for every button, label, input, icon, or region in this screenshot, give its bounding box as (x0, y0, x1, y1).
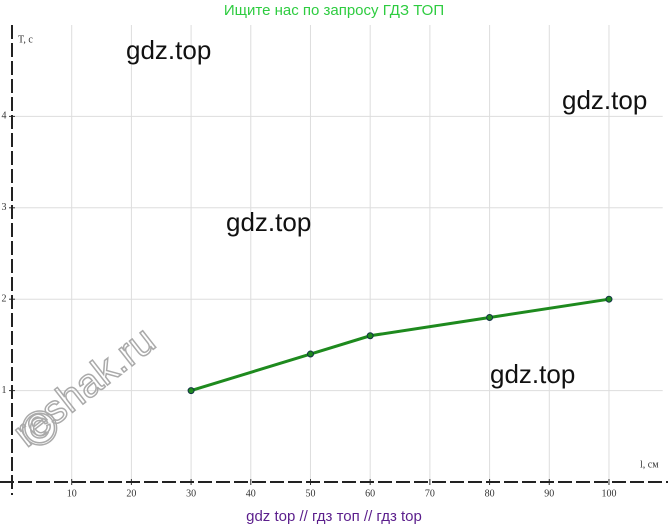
point (366, 332, 374, 340)
header: Ищите нас по запросу ГДЗ ТОП (224, 2, 444, 19)
x-tick-label: 70 (425, 488, 435, 499)
y-axis-label: T, с (18, 34, 33, 45)
y-tick-label: 1 (2, 385, 7, 396)
point (486, 313, 494, 321)
footer: gdz top // гдз топ // гдз top (246, 508, 422, 525)
watermark: gdz.top (490, 359, 575, 389)
x-tick-label: 80 (485, 488, 495, 499)
watermark: © (22, 403, 57, 456)
y-tick-label: 2 (2, 293, 7, 304)
x-tick-label: 100 (601, 488, 616, 499)
plot (187, 295, 613, 395)
x-tick-label: 90 (544, 488, 554, 499)
point (605, 295, 613, 303)
y-tick-label: 4 (2, 111, 7, 122)
watermark: gdz.top (226, 207, 311, 237)
x-tick-label: 10 (67, 488, 77, 499)
y-tick-label: 3 (2, 202, 7, 213)
watermark: gdz.top (562, 85, 647, 115)
x-tick-label: 60 (365, 488, 375, 499)
watermark: gdz.top (126, 35, 211, 65)
grid: 10 20 30 40 50 60 70 80 90 100 1 2 3 4 (2, 25, 663, 499)
x-tick-label: 30 (186, 488, 196, 499)
x-tick-label: 20 (126, 488, 136, 499)
x-tick-label: 40 (246, 488, 256, 499)
point (187, 387, 195, 395)
point (306, 350, 314, 358)
x-tick-label: 50 (305, 488, 315, 499)
x-axis-label: l, см (640, 459, 659, 470)
